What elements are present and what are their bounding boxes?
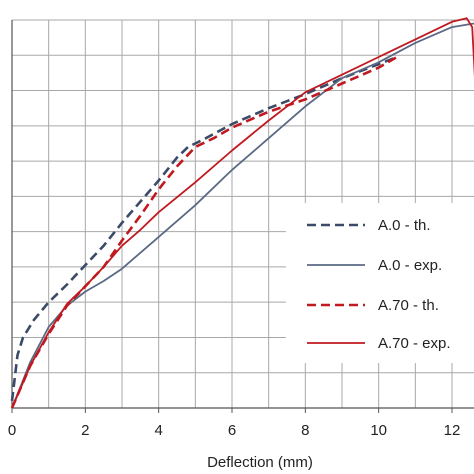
tick-labels: 0 2 4 6 8 10 12: [8, 422, 461, 439]
legend-label-1: A.0 - th.: [378, 217, 431, 234]
x-tick-label: 6: [228, 422, 236, 439]
legend-box: [286, 203, 474, 363]
legend-label-2: A.0 - exp.: [378, 257, 442, 274]
x-axis-title: Deflection (mm): [207, 454, 313, 471]
legend-label-4: A.70 - exp.: [378, 335, 451, 352]
x-tick-label: 4: [154, 422, 162, 439]
legend-label-3: A.70 - th.: [378, 297, 439, 314]
x-tick-label: 12: [444, 422, 461, 439]
x-tick-label: 2: [81, 422, 89, 439]
series-lines: [10, 17, 474, 409]
axes: [11, 20, 474, 413]
x-tick-label: 8: [301, 422, 309, 439]
series-line-4: [11, 17, 474, 409]
x-tick-label: 10: [370, 422, 387, 439]
legend: A.0 - th. A.0 - exp. A.70 - th. A.70 - exp.: [286, 203, 474, 363]
x-tick-label: 0: [8, 422, 16, 439]
